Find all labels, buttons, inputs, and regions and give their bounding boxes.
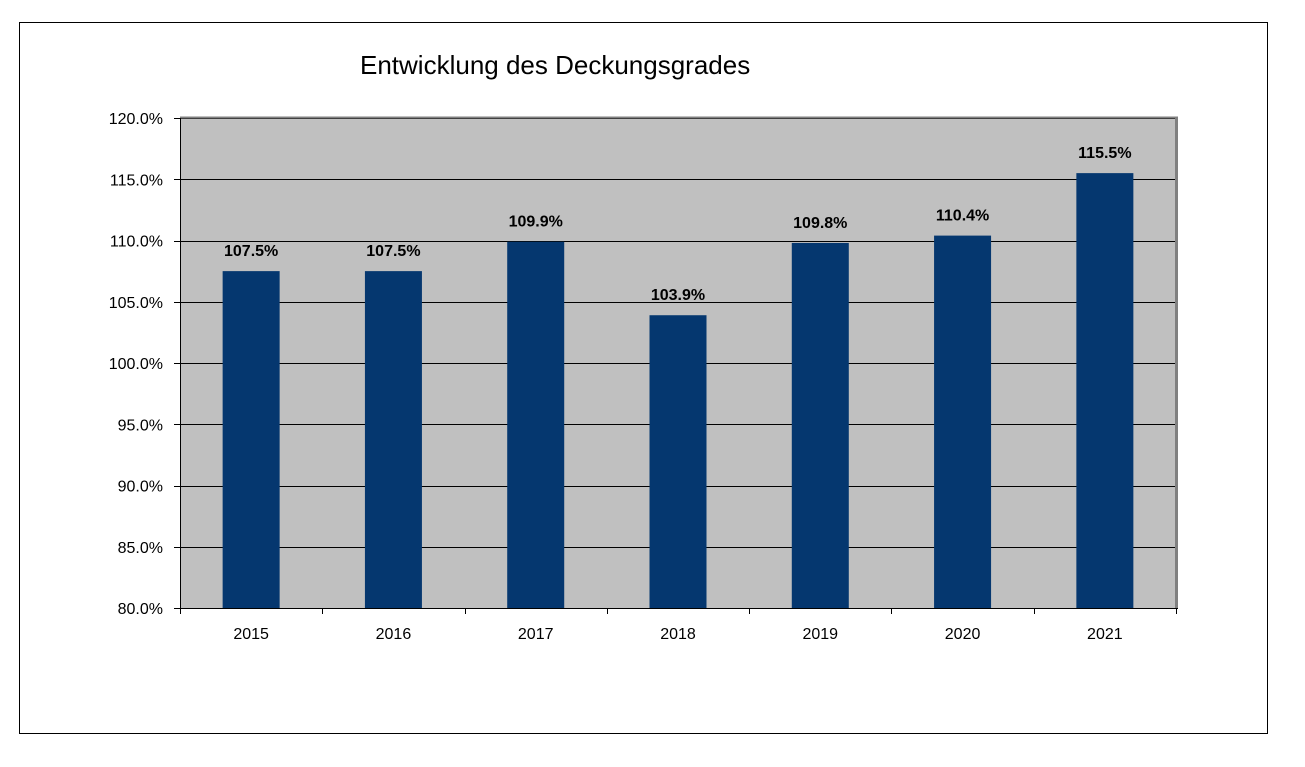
data-label-2021: 115.5% [1078, 145, 1131, 162]
data-label-2020: 110.4% [936, 208, 989, 225]
chart-title: Entwicklung des Deckungsgrades [360, 50, 751, 80]
bar-2019 [791, 242, 849, 608]
y-tick-label: 100.0% [109, 356, 163, 373]
data-labels: 107.5% 107.5% 109.9% 103.9% 109.8% 110.4% 115.… [224, 145, 1132, 304]
data-label-2016: 107.5% [366, 243, 420, 260]
y-tick-label: 105.0% [109, 295, 163, 312]
data-label-2019: 109.8% [793, 215, 847, 232]
x-tick-label-2018: 2018 [660, 626, 696, 643]
data-label-2015: 107.5% [224, 243, 278, 260]
y-tick-label: 110.0% [110, 234, 163, 251]
y-tick-label: 120.0% [109, 111, 163, 128]
x-tick-label-2021: 2021 [1087, 626, 1123, 643]
y-tick-label: 90.0% [118, 479, 163, 496]
x-tick-label-2015: 2015 [233, 626, 269, 643]
bar-2016 [364, 271, 422, 608]
x-tick-label-2020: 2020 [945, 626, 981, 643]
data-label-2017: 109.9% [509, 214, 563, 231]
x-tick-label-2016: 2016 [376, 626, 412, 643]
y-axis-tick-labels: 80.0% 85.0% 90.0% 95.0% 100.0% 105.0% 110.0% 11… [109, 111, 163, 618]
y-tick-label: 115.0% [110, 172, 163, 189]
y-tick-label: 85.0% [118, 540, 163, 557]
axes [174, 116, 1178, 614]
bar-2018 [649, 315, 707, 608]
bar-2020 [934, 235, 992, 608]
x-tick-label-2019: 2019 [802, 626, 838, 643]
y-tick-label: 80.0% [118, 601, 163, 618]
data-label-2018: 103.9% [651, 287, 705, 304]
bars [222, 173, 1134, 608]
bar-2015 [222, 271, 280, 608]
y-tick-label: 95.0% [118, 417, 163, 434]
bar-2021 [1076, 173, 1134, 608]
x-tick-label-2017: 2017 [518, 626, 554, 643]
bar-2017 [507, 241, 565, 608]
x-axis-tick-labels: 2015 2016 2017 2018 2019 2020 2021 [233, 626, 1122, 643]
